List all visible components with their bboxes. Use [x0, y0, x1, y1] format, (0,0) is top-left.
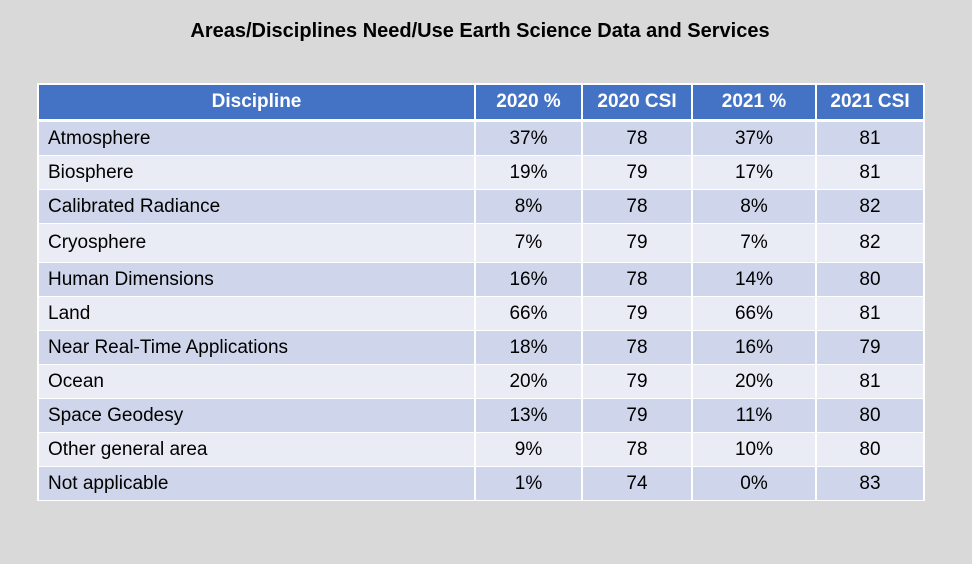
- csi-2020-cell: 78: [581, 330, 693, 365]
- csi-2020-cell: 74: [581, 466, 693, 501]
- csi-2021-cell: 80: [815, 432, 925, 467]
- table-row: Calibrated Radiance 8% 78 8% 82: [37, 189, 925, 224]
- csi-2021-cell: 80: [815, 262, 925, 297]
- csi-2020-cell: 78: [581, 120, 693, 156]
- header-2020-csi: 2020 CSI: [581, 83, 693, 122]
- percent-2020-cell: 66%: [474, 296, 583, 331]
- percent-2020-cell: 20%: [474, 364, 583, 399]
- percent-2021-cell: 17%: [691, 155, 817, 190]
- csi-2020-cell: 79: [581, 296, 693, 331]
- percent-2020-cell: 13%: [474, 398, 583, 433]
- csi-2021-cell: 81: [815, 296, 925, 331]
- percent-2021-cell: 7%: [691, 223, 817, 263]
- percent-2021-cell: 8%: [691, 189, 817, 224]
- csi-2020-cell: 78: [581, 432, 693, 467]
- csi-2021-cell: 83: [815, 466, 925, 501]
- csi-2020-cell: 78: [581, 262, 693, 297]
- table-row: Biosphere 19% 79 17% 81: [37, 155, 925, 190]
- percent-2020-cell: 8%: [474, 189, 583, 224]
- csi-2020-cell: 79: [581, 223, 693, 263]
- discipline-cell: Cryosphere: [37, 223, 476, 263]
- header-2021-csi: 2021 CSI: [815, 83, 925, 122]
- table-header-row: Discipline 2020 % 2020 CSI 2021 % 2021 C…: [37, 83, 925, 122]
- table-row: Not applicable 1% 74 0% 83: [37, 466, 925, 501]
- header-2020-percent: 2020 %: [474, 83, 583, 122]
- table-row: Human Dimensions 16% 78 14% 80: [37, 262, 925, 297]
- percent-2021-cell: 16%: [691, 330, 817, 365]
- header-2021-percent: 2021 %: [691, 83, 817, 122]
- percent-2020-cell: 1%: [474, 466, 583, 501]
- table-row: Cryosphere 7% 79 7% 82: [37, 223, 925, 263]
- csi-2021-cell: 80: [815, 398, 925, 433]
- percent-2021-cell: 10%: [691, 432, 817, 467]
- csi-2020-cell: 79: [581, 398, 693, 433]
- percent-2020-cell: 16%: [474, 262, 583, 297]
- discipline-cell: Calibrated Radiance: [37, 189, 476, 224]
- discipline-cell: Near Real-Time Applications: [37, 330, 476, 365]
- csi-2021-cell: 79: [815, 330, 925, 365]
- discipline-cell: Land: [37, 296, 476, 331]
- discipline-table: Discipline 2020 % 2020 CSI 2021 % 2021 C…: [37, 83, 925, 501]
- csi-2021-cell: 82: [815, 223, 925, 263]
- percent-2021-cell: 66%: [691, 296, 817, 331]
- percent-2021-cell: 37%: [691, 120, 817, 156]
- discipline-cell: Ocean: [37, 364, 476, 399]
- percent-2020-cell: 19%: [474, 155, 583, 190]
- table-row: Space Geodesy 13% 79 11% 80: [37, 398, 925, 433]
- percent-2020-cell: 9%: [474, 432, 583, 467]
- percent-2020-cell: 18%: [474, 330, 583, 365]
- csi-2021-cell: 82: [815, 189, 925, 224]
- discipline-cell: Atmosphere: [37, 120, 476, 156]
- percent-2021-cell: 20%: [691, 364, 817, 399]
- csi-2021-cell: 81: [815, 364, 925, 399]
- csi-2020-cell: 79: [581, 364, 693, 399]
- table-row: Ocean 20% 79 20% 81: [37, 364, 925, 399]
- table-row: Near Real-Time Applications 18% 78 16% 7…: [37, 330, 925, 365]
- discipline-cell: Other general area: [37, 432, 476, 467]
- csi-2020-cell: 78: [581, 189, 693, 224]
- discipline-cell: Human Dimensions: [37, 262, 476, 297]
- percent-2021-cell: 11%: [691, 398, 817, 433]
- discipline-cell: Biosphere: [37, 155, 476, 190]
- table-row: Atmosphere 37% 78 37% 81: [37, 120, 925, 156]
- percent-2020-cell: 37%: [474, 120, 583, 156]
- percent-2021-cell: 14%: [691, 262, 817, 297]
- header-discipline: Discipline: [37, 83, 476, 122]
- percent-2021-cell: 0%: [691, 466, 817, 501]
- table-row: Other general area 9% 78 10% 80: [37, 432, 925, 467]
- page-title: Areas/Disciplines Need/Use Earth Science…: [190, 20, 770, 42]
- csi-2021-cell: 81: [815, 155, 925, 190]
- discipline-cell: Space Geodesy: [37, 398, 476, 433]
- table-row: Land 66% 79 66% 81: [37, 296, 925, 331]
- percent-2020-cell: 7%: [474, 223, 583, 263]
- csi-2020-cell: 79: [581, 155, 693, 190]
- discipline-cell: Not applicable: [37, 466, 476, 501]
- csi-2021-cell: 81: [815, 120, 925, 156]
